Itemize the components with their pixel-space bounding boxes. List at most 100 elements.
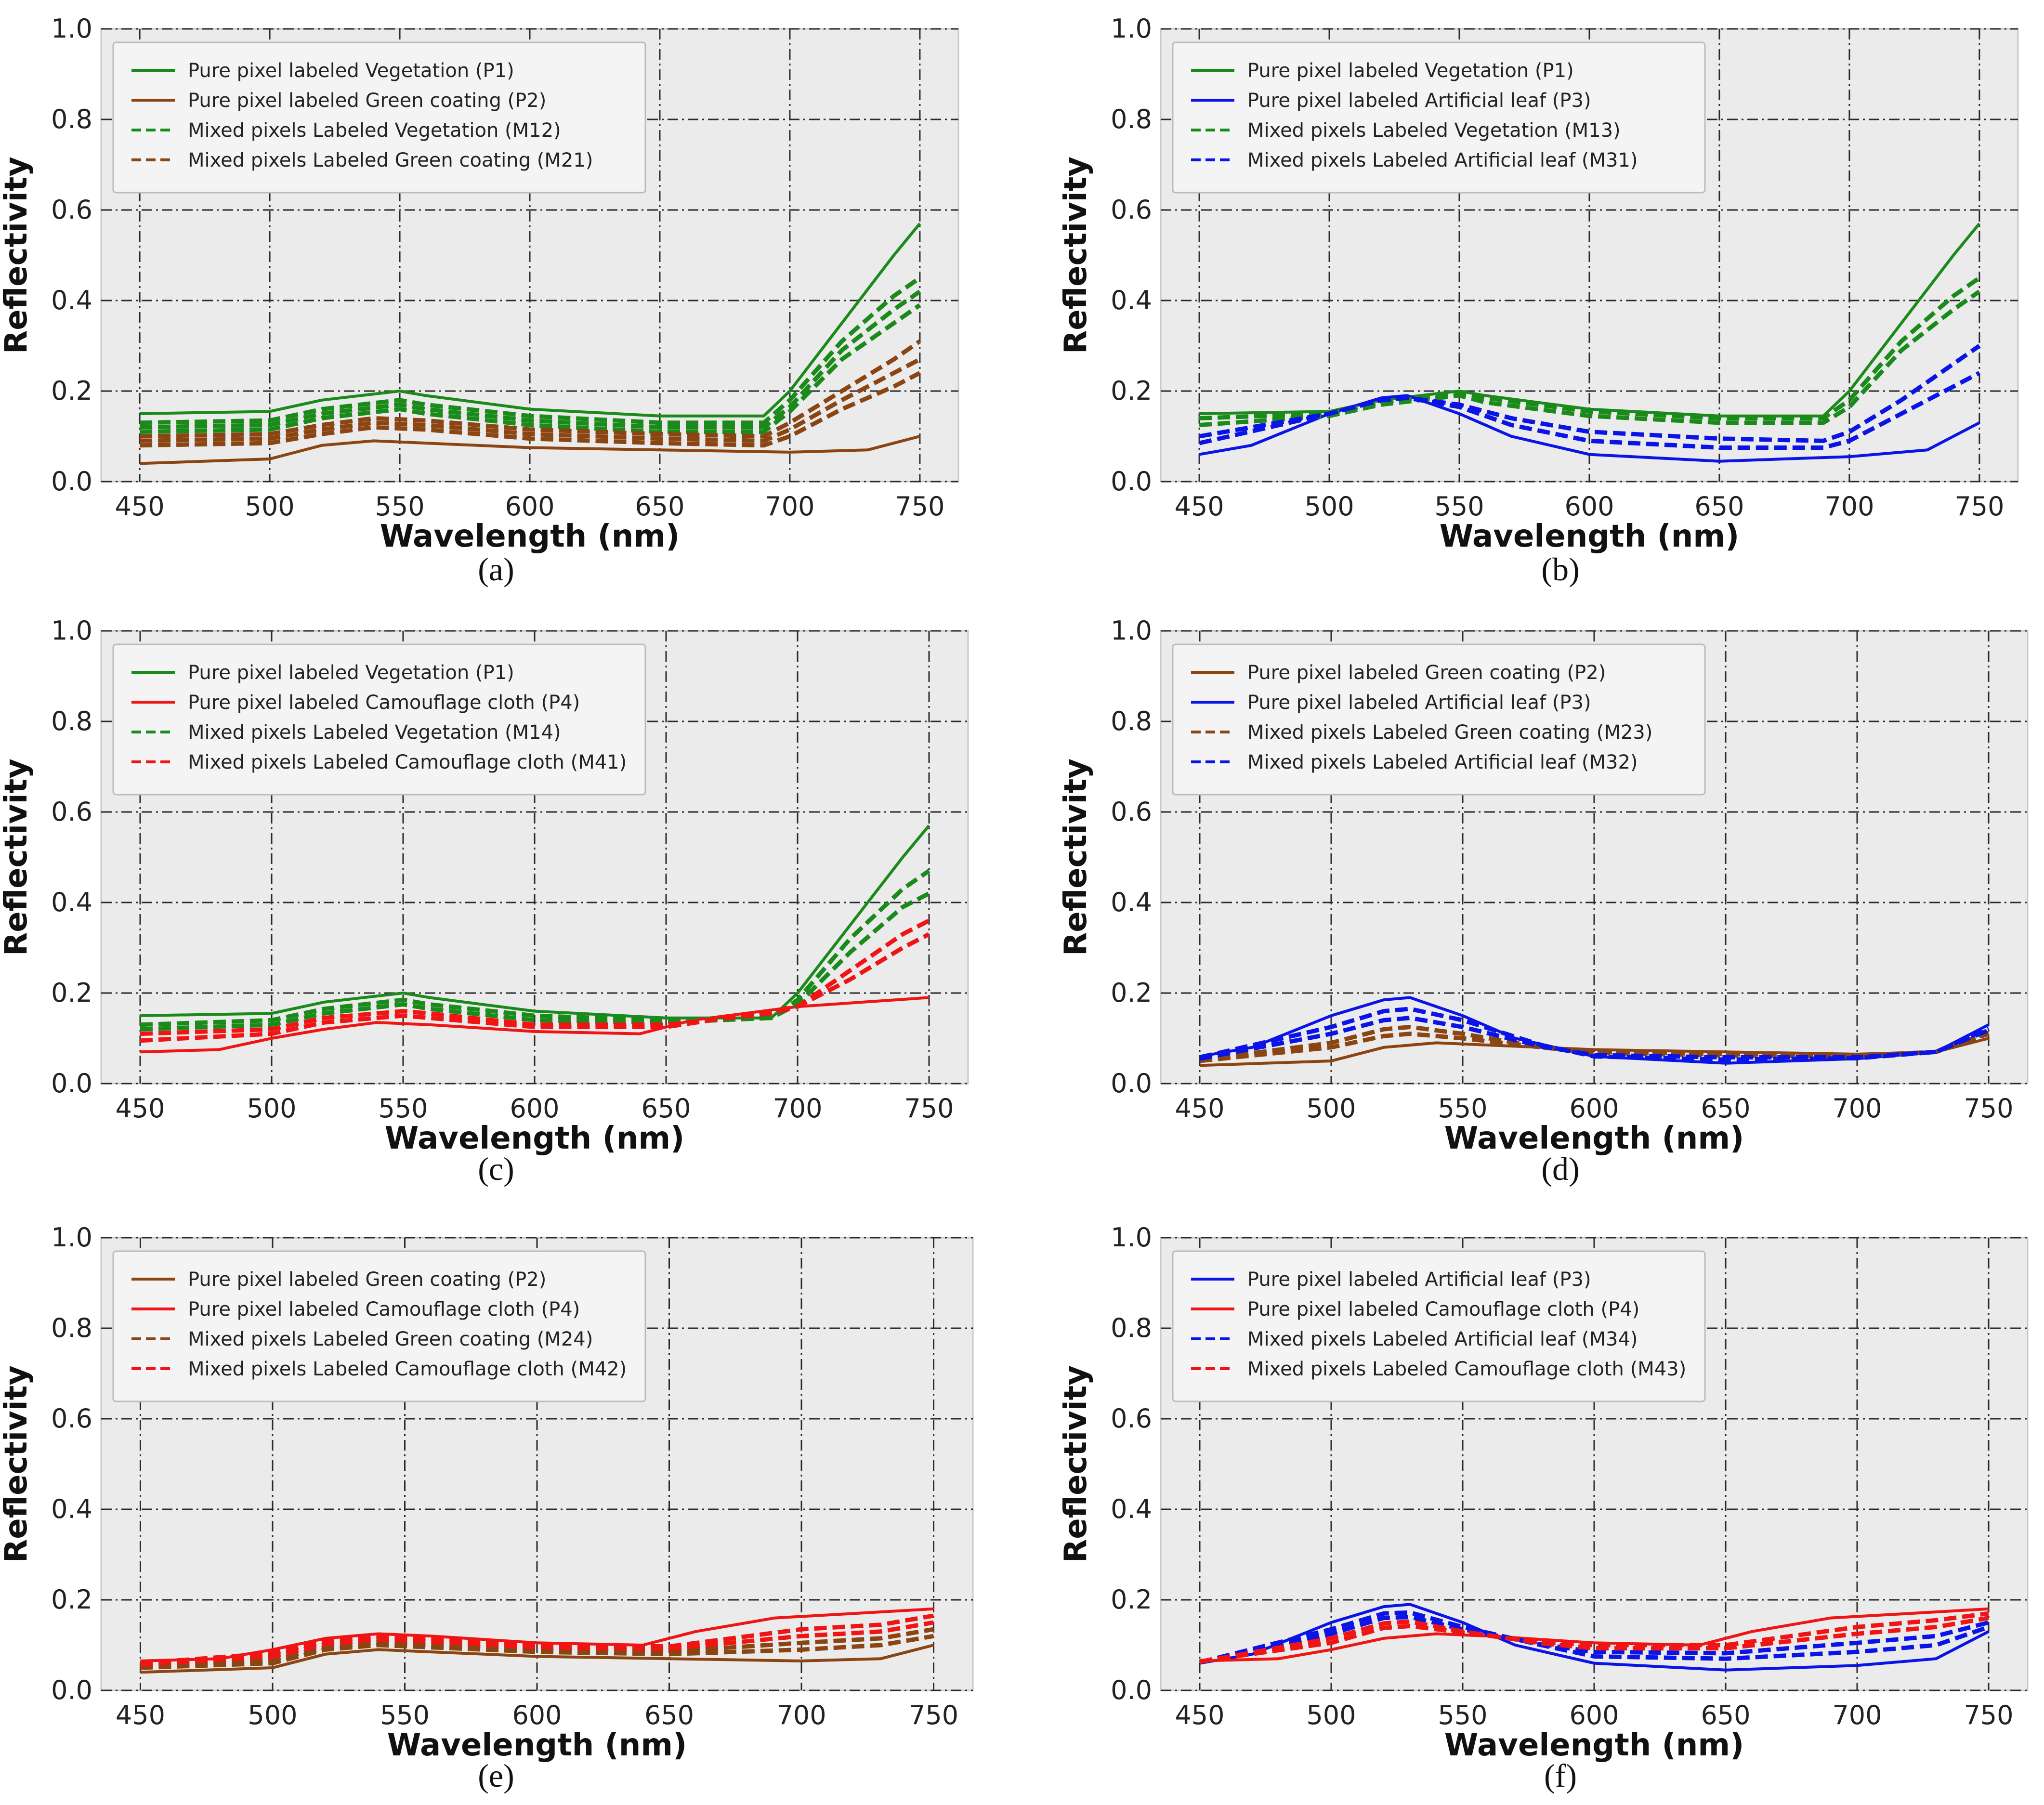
legend-label: Pure pixel labeled Artificial leaf (P3) xyxy=(1247,1269,1591,1291)
x-tick-label: 500 xyxy=(1306,1700,1356,1730)
y-tick-label: 0.4 xyxy=(51,1494,92,1524)
y-tick-label: 0.2 xyxy=(51,1584,92,1615)
y-tick-label: 1.0 xyxy=(51,1222,92,1253)
x-axis-title: Wavelength (nm) xyxy=(385,1121,685,1156)
x-tick-label: 650 xyxy=(635,491,684,522)
series-line-e-3 xyxy=(140,1627,934,1669)
x-tick-label: 550 xyxy=(375,491,424,522)
series-line-e-1 xyxy=(140,1607,934,1662)
panel-caption-c: (c) xyxy=(478,1151,514,1187)
chart-panel-b: 450 500 550 600 650 700 750 0.0 0.2 0.4 0.6 0.8 1.0 W… xyxy=(1058,13,2019,554)
legend-label: Mixed pixels Labeled Vegetation (M13) xyxy=(1247,119,1621,142)
chart-panel-c: 450 500 550 600 650 700 750 0.0 0.2 0.4 0.6 0.8 1.0 W… xyxy=(0,615,969,1156)
series-line-a-3 xyxy=(140,289,921,430)
y-tick-label: 0.6 xyxy=(1111,195,1152,225)
legend-label: Mixed pixels Labeled Camouflage cloth (M… xyxy=(188,751,627,773)
panel-caption-e: (e) xyxy=(478,1757,514,1794)
legend: Pure pixel labeled Vegetation (P1) Pure p… xyxy=(112,643,646,796)
y-tick-label: 0.8 xyxy=(1111,706,1152,736)
series-line-c-3 xyxy=(140,891,930,1032)
legend-label: Mixed pixels Labeled Artificial leaf (M3… xyxy=(1247,149,1638,171)
y-tick-label: 0.8 xyxy=(51,104,92,134)
legend-box xyxy=(112,1250,646,1402)
y-tick-label: 1.0 xyxy=(1111,615,1152,646)
legend: Pure pixel labeled Vegetation (P1) Pure p… xyxy=(112,41,646,194)
series-line-c-4 xyxy=(140,918,930,1036)
legend-label: Pure pixel labeled Green coating (P2) xyxy=(1247,662,1606,684)
y-axis-title: Reflectivity xyxy=(1058,1365,1094,1563)
x-tick-label: 750 xyxy=(1964,1093,2013,1124)
y-axis-title: Reflectivity xyxy=(1058,157,1094,354)
series-line-d-5 xyxy=(1199,1007,1990,1062)
series-line-a-6 xyxy=(140,357,921,443)
legend: Pure pixel labeled Green coating (P2) Pur… xyxy=(112,1250,646,1402)
y-tick-label: 0.8 xyxy=(1111,104,1152,134)
series-line-c-0 xyxy=(140,824,930,1020)
y-tick-label: 0.8 xyxy=(1111,1313,1152,1343)
y-tick-label: 0.8 xyxy=(51,1313,92,1343)
panel-caption-b: (b) xyxy=(1541,551,1579,588)
y-tick-label: 0.4 xyxy=(51,887,92,917)
x-tick-label: 700 xyxy=(765,491,814,522)
series-line-e-5 xyxy=(140,1613,934,1666)
x-tick-label: 600 xyxy=(1564,491,1614,522)
x-axis-title: Wavelength (nm) xyxy=(380,519,680,554)
legend-label: Pure pixel labeled Camouflage cloth (P4) xyxy=(1247,1298,1639,1321)
legend: Pure pixel labeled Vegetation (P1) Pure p… xyxy=(1172,41,1706,194)
y-tick-label: 0.0 xyxy=(1111,1675,1152,1705)
x-tick-label: 550 xyxy=(1434,491,1484,522)
legend-label: Mixed pixels Labeled Artificial leaf (M3… xyxy=(1247,1328,1638,1350)
legend-label: Pure pixel labeled Camouflage cloth (P4) xyxy=(188,692,580,714)
x-tick-label: 500 xyxy=(1305,491,1354,522)
x-tick-label: 600 xyxy=(505,491,554,522)
series-line-e-0 xyxy=(140,1644,934,1674)
legend: Pure pixel labeled Green coating (P2) Pur… xyxy=(1172,643,1706,796)
x-tick-label: 500 xyxy=(245,491,295,522)
series-line-a-0 xyxy=(140,222,921,418)
x-tick-label: 600 xyxy=(1569,1093,1619,1124)
x-tick-label: 650 xyxy=(641,1093,691,1124)
x-axis-title: Wavelength (nm) xyxy=(1444,1727,1744,1763)
legend-box xyxy=(1172,41,1706,194)
x-tick-label: 450 xyxy=(115,491,165,522)
legend: Pure pixel labeled Artificial leaf (P3) P… xyxy=(1172,1250,1706,1402)
y-tick-label: 0.2 xyxy=(51,376,92,406)
chart-panel-a: 450 500 550 600 650 700 750 0.0 0.2 0.4 0.6 0.8 1.0 W… xyxy=(0,13,959,554)
y-tick-label: 0.8 xyxy=(51,706,92,736)
series-line-a-7 xyxy=(140,371,921,448)
y-axis-title: Reflectivity xyxy=(0,157,34,354)
series-line-c-5 xyxy=(140,932,930,1043)
panel-caption-f: (f) xyxy=(1544,1757,1577,1794)
x-tick-label: 550 xyxy=(1438,1700,1487,1730)
x-tick-label: 500 xyxy=(248,1700,297,1730)
x-tick-label: 600 xyxy=(512,1700,562,1730)
x-tick-label: 450 xyxy=(1175,1093,1224,1124)
x-tick-label: 650 xyxy=(1701,1093,1750,1124)
legend-box xyxy=(1172,1250,1706,1402)
y-tick-label: 0.4 xyxy=(1111,887,1152,917)
x-tick-label: 450 xyxy=(115,1093,165,1124)
series-line-e-4 xyxy=(140,1620,934,1667)
legend-label: Mixed pixels Labeled Green coating (M23) xyxy=(1247,721,1652,744)
legend-label: Pure pixel labeled Camouflage cloth (P4) xyxy=(188,1298,580,1321)
y-axis-title: Reflectivity xyxy=(0,1365,34,1563)
x-tick-label: 650 xyxy=(1694,491,1744,522)
chart-panel-f: 450 500 550 600 650 700 750 0.0 0.2 0.4 0.6 0.8 1.0 W… xyxy=(1058,1222,2029,1763)
y-tick-label: 1.0 xyxy=(51,615,92,646)
y-tick-label: 0.0 xyxy=(51,1068,92,1099)
y-tick-label: 0.6 xyxy=(1111,1403,1152,1434)
y-tick-label: 0.0 xyxy=(51,1675,92,1705)
x-tick-label: 700 xyxy=(776,1700,826,1730)
legend-label: Mixed pixels Labeled Camouflage cloth (M… xyxy=(1247,1358,1686,1380)
x-tick-label: 500 xyxy=(1306,1093,1356,1124)
legend-label: Pure pixel labeled Green coating (P2) xyxy=(188,90,546,112)
x-tick-label: 700 xyxy=(1832,1700,1882,1730)
x-tick-label: 450 xyxy=(116,1700,165,1730)
x-tick-label: 550 xyxy=(380,1700,430,1730)
y-tick-label: 0.6 xyxy=(51,1403,92,1434)
series-line-a-2 xyxy=(140,276,921,425)
series-line-a-5 xyxy=(140,339,921,439)
x-tick-label: 550 xyxy=(378,1093,428,1124)
x-tick-label: 750 xyxy=(895,491,944,522)
series-line-f-5 xyxy=(1199,1611,1989,1664)
